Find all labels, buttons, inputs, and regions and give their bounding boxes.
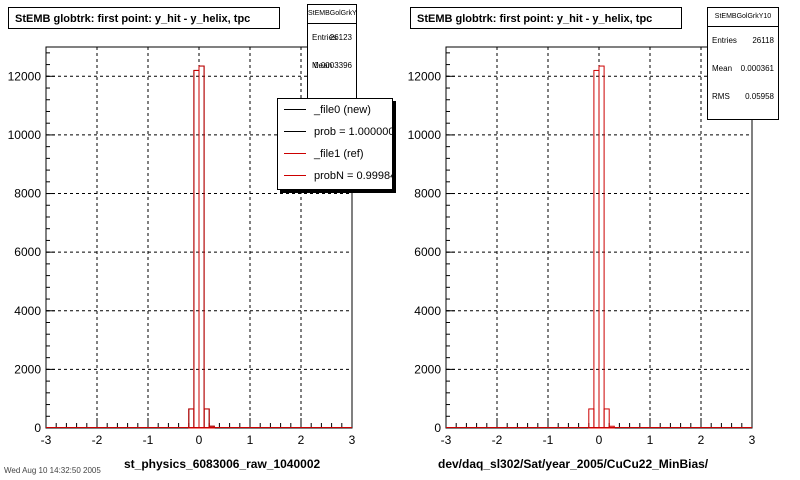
right-stats-mean-value: 0.000361	[740, 64, 774, 73]
left-histogram-title: StEMB globtrk: first point: y_hit - y_he…	[8, 7, 280, 29]
right-y-tick-label: 10000	[408, 128, 442, 142]
left-stats-entries-value: 26123	[329, 33, 352, 42]
left-y-tick-label: 4000	[14, 304, 41, 318]
legend-text-prob: prob = 1.000000	[314, 126, 393, 138]
right-y-tick-label: 6000	[414, 245, 441, 259]
right-x-tick-label: 3	[749, 433, 756, 447]
left-stats-mean-label: Mean	[312, 61, 333, 70]
left-stats-mean: Mean 0.0003396	[308, 52, 356, 80]
right-stats-entries-label: Entries	[712, 36, 737, 45]
left-stats-entries-label: Entries	[312, 33, 337, 42]
left-x-tick-label: -3	[41, 433, 52, 447]
left-y-tick-label: 0	[34, 421, 41, 435]
right-stats-mean-label: Mean	[712, 64, 733, 73]
legend-entry-prob: prob = 1.000000	[278, 121, 392, 143]
left-histogram-pad: 0 2000 4000 6000 8000 10000 12000 -3 -2 -1 0 1 2 3 St…	[8, 4, 393, 471]
left-stats-entries: Entries 26123	[308, 24, 356, 52]
left-y-tick-label: 12000	[8, 69, 42, 83]
right-histogram-title: StEMB globtrk: first point: y_hit - y_he…	[410, 7, 682, 29]
right-stats-entries: Entries 26118	[708, 27, 778, 55]
legend-line-prob	[284, 131, 306, 132]
right-y-tick-label: 4000	[414, 304, 441, 318]
left-y-tick-label: 2000	[14, 362, 41, 376]
footer-timestamp: Wed Aug 10 14:32:50 2005	[4, 466, 101, 475]
right-x-tick-label: -1	[543, 433, 554, 447]
right-stats-rms: RMS 0.05958	[708, 83, 778, 111]
right-x-tick-label: -2	[492, 433, 503, 447]
left-x-axis-label: st_physics_6083006_raw_1040002	[124, 457, 321, 471]
right-stats-box: StEMBGolGrkY10 Entries 26118 Mean 0.0003…	[707, 7, 779, 120]
left-legend: _file0 (new) prob = 1.000000 _file1 (ref…	[277, 98, 393, 190]
right-x-tick-label: -3	[441, 433, 452, 447]
legend-entry-new: _file0 (new)	[278, 99, 392, 121]
right-stats-name: StEMBGolGrkY10	[708, 8, 778, 27]
right-stats-rms-value: 0.05958	[745, 92, 774, 101]
left-y-tick-label: 10000	[8, 128, 42, 142]
left-y-tick-label: 6000	[14, 245, 41, 259]
right-x-tick-label: 1	[647, 433, 654, 447]
right-stats-rms-label: RMS	[712, 92, 730, 101]
left-stats-mean-value: 0.0003396	[314, 61, 352, 70]
left-x-tick-label: -1	[143, 433, 154, 447]
right-y-tick-label: 8000	[414, 187, 441, 201]
right-histogram-pad: 0 2000 4000 6000 8000 10000 12000 -3 -2 -1 0 1 2 3 St…	[400, 0, 800, 480]
legend-text-probn: probN = 0.999840	[314, 170, 392, 182]
right-stats-mean: Mean 0.000361	[708, 55, 778, 83]
left-x-tick-label: 1	[247, 433, 254, 447]
right-histogram-plot: 0 2000 4000 6000 8000 10000 12000 -3 -2 -1 0 1 2 3	[408, 46, 756, 447]
legend-line-probn	[284, 175, 306, 176]
right-y-tick-label: 2000	[414, 362, 441, 376]
left-stats-name: StEMBGolGrkY10	[308, 5, 356, 24]
left-x-tick-label: -2	[92, 433, 103, 447]
left-x-tick-label: 3	[349, 433, 356, 447]
right-x-tick-label: 0	[596, 433, 603, 447]
left-x-tick-label: 2	[298, 433, 305, 447]
left-stats-box: StEMBGolGrkY10 Entries 26123 Mean 0.0003…	[307, 4, 357, 100]
legend-line-ref	[284, 153, 306, 154]
right-x-tick-label: 2	[698, 433, 705, 447]
right-y-tick-label: 0	[434, 421, 441, 435]
legend-text-ref: _file1 (ref)	[314, 148, 364, 160]
legend-line-new	[284, 109, 306, 110]
right-y-tick-label: 12000	[408, 69, 442, 83]
legend-text-new: _file0 (new)	[314, 104, 371, 116]
right-stats-entries-value: 26118	[752, 36, 774, 45]
legend-entry-ref: _file1 (ref)	[278, 143, 392, 165]
right-x-axis-label: dev/daq_sl302/Sat/year_2005/CuCu22_MinBi…	[438, 457, 709, 471]
left-y-tick-label: 8000	[14, 187, 41, 201]
left-x-tick-label: 0	[196, 433, 203, 447]
legend-entry-probn: probN = 0.999840	[278, 165, 392, 187]
